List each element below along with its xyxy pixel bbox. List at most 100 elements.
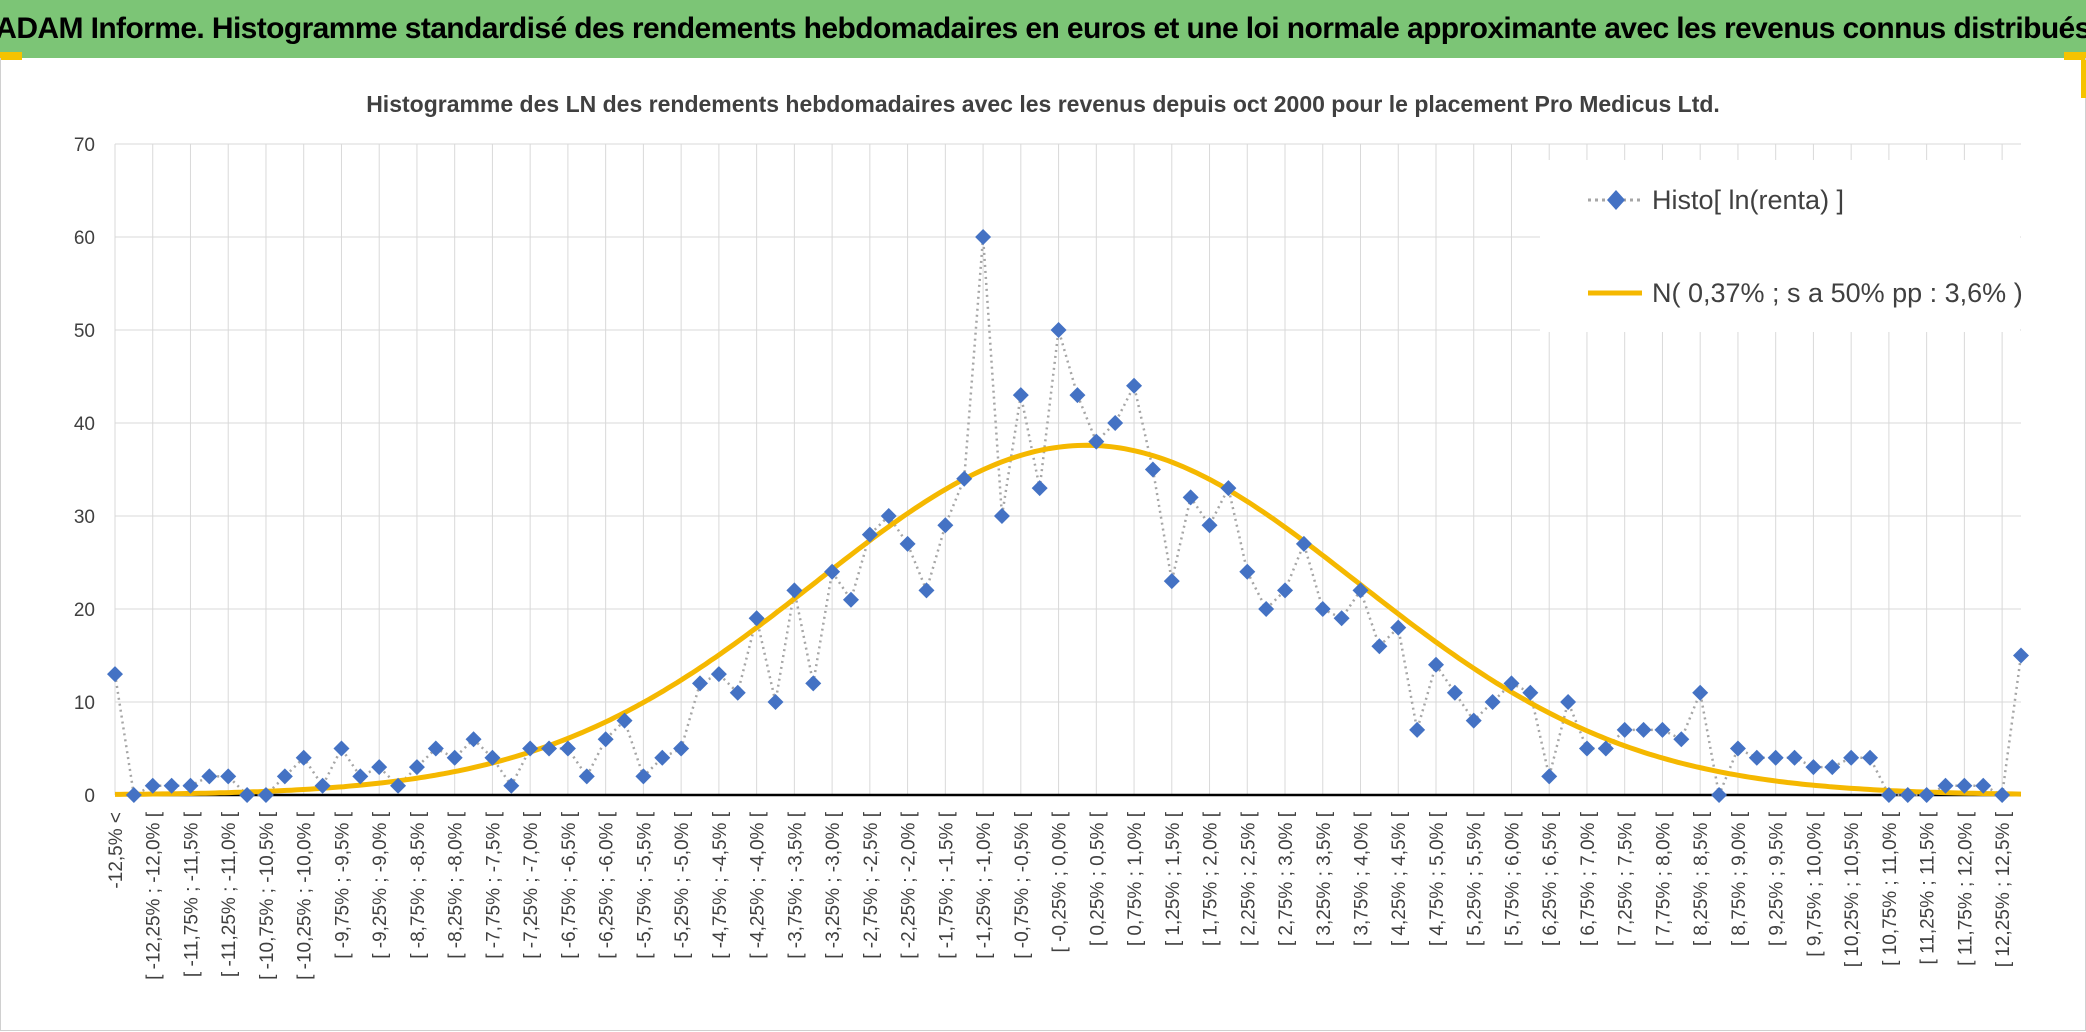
histo-point: [1654, 721, 1671, 738]
histo-point: [541, 740, 558, 757]
histo-point: [824, 563, 841, 580]
x-tick-label: [ 9,25% ; 9,5% [: [1767, 811, 1788, 946]
histo-point: [1711, 787, 1728, 803]
histo-point: [1201, 517, 1218, 534]
histo-point: [1220, 480, 1237, 497]
legend: Histo[ ln(renta) ] N( 0,37% ; s a 50% pp…: [1540, 160, 2023, 332]
histo-point: [786, 582, 803, 599]
histo-point: [1503, 675, 1520, 692]
histo-point: [314, 777, 331, 794]
histo-point: [1597, 740, 1614, 757]
banner-accent-left: [0, 52, 22, 60]
x-tick-label: [ 11,25% ; 11,5% [: [1918, 811, 1939, 964]
x-tick-label: [ -9,25% ; -9,0% [: [370, 811, 391, 959]
histo-point: [1031, 480, 1048, 497]
y-tick-label: 20: [74, 600, 95, 621]
histo-point: [710, 666, 727, 683]
histo-point: [1371, 638, 1388, 655]
x-tick-label: [ -11,75% ; -11,5% [: [181, 811, 202, 977]
x-tick-label: [ 2,75% ; 3,0% [: [1276, 811, 1297, 946]
histo-point: [1824, 759, 1841, 776]
x-tick-label: [ 4,25% ; 4,5% [: [1389, 811, 1410, 946]
x-tick-label: [ 6,75% ; 7,0% [: [1578, 811, 1599, 946]
histo-point: [993, 508, 1010, 524]
histo-point: [446, 749, 463, 766]
legend-histo-label: Histo[ ln(renta) ]: [1652, 185, 1844, 215]
x-tick-label: [ -6,75% ; -6,5% [: [559, 811, 580, 959]
histo-point: [276, 768, 293, 785]
x-tick-label: [ 12,25% ; 12,5% [: [1993, 811, 2014, 967]
histo-point: [861, 526, 878, 543]
x-tick-label: [ -0,75% ; -0,5% [: [1012, 811, 1033, 959]
x-axis-ticks: -12,5% < [ -12,25% ; -12,0% [ [ -11,75% ; …: [106, 811, 2014, 980]
x-tick-label: -12,5% <: [106, 812, 127, 889]
x-tick-label: [ 10,75% ; 11,0% [: [1880, 811, 1901, 966]
x-tick-label: [ 8,25% ; 8,5% [: [1691, 811, 1712, 946]
x-tick-label: [ -10,25% ; -10,0% [: [295, 811, 316, 980]
y-axis-ticks: 0 10 20 30 40 50 60 70: [74, 135, 95, 807]
histo-point: [201, 768, 218, 785]
histo-point: [1446, 684, 1463, 701]
histo-point: [692, 675, 709, 692]
histo-point: [465, 731, 482, 748]
histo-point: [1937, 777, 1954, 794]
normal-curve-series: [115, 442, 2022, 797]
y-tick-label: 50: [74, 321, 95, 342]
histo-point: [1144, 461, 1161, 478]
histo-point: [1427, 656, 1444, 673]
histo-point: [182, 777, 199, 794]
histo-point: [1069, 387, 1086, 404]
histo-point: [616, 712, 633, 729]
histo-point: [371, 759, 388, 776]
histo-point: [1409, 721, 1426, 738]
x-tick-label: [ -12,25% ; -12,0% [: [144, 811, 165, 980]
x-tick-label: [ -7,25% ; -7,0% [: [521, 811, 542, 959]
histo-point: [1107, 415, 1124, 431]
histo-point: [1862, 749, 1879, 766]
histo-point: [1465, 712, 1482, 729]
y-tick-label: 70: [74, 135, 95, 156]
plot-area: [107, 229, 2029, 803]
x-tick-label: [ 3,25% ; 3,5% [: [1314, 811, 1335, 946]
histo-point: [729, 684, 746, 701]
histo-point: [1295, 535, 1312, 552]
x-tick-label: [ -11,25% ; -11,0% [: [219, 811, 240, 977]
histo-point: [673, 740, 690, 757]
x-tick-label: [ -0,25% ; 0,0% [: [1050, 811, 1071, 952]
histo-point: [1994, 787, 2011, 803]
histo-point: [408, 759, 425, 776]
histo-point: [1012, 387, 1029, 404]
x-tick-label: [ -1,75% ; -1,5% [: [936, 811, 957, 959]
histo-point: [1126, 377, 1143, 394]
x-tick-label: [ 5,25% ; 5,5% [: [1465, 811, 1486, 946]
x-tick-label: [ -8,25% ; -8,0% [: [446, 811, 467, 959]
histo-point: [144, 777, 161, 794]
histo-point: [333, 740, 350, 757]
histo-point: [1258, 601, 1275, 617]
x-tick-label: [ -4,75% ; -4,5% [: [710, 811, 731, 959]
histo-point: [1635, 721, 1652, 738]
x-tick-label: [ -7,75% ; -7,5% [: [483, 811, 504, 959]
x-tick-label: [ -4,25% ; -4,0% [: [748, 811, 769, 959]
x-tick-label: [ 7,75% ; 8,0% [: [1653, 811, 1674, 946]
histo-point: [1767, 749, 1784, 766]
x-tick-label: [ 11,75% ; 12,0% [: [1955, 811, 1976, 966]
x-tick-label: [ 4,75% ; 5,0% [: [1427, 811, 1448, 946]
x-tick-label: [ -10,75% ; -10,5% [: [257, 811, 278, 980]
y-tick-label: 0: [84, 786, 95, 807]
histo-point: [390, 777, 407, 794]
histo-point: [1050, 322, 1067, 338]
histo-point: [1805, 759, 1822, 776]
legend-background: [1540, 160, 2020, 332]
x-tick-label: [ -9,75% ; -9,5% [: [332, 811, 353, 959]
y-tick-label: 60: [74, 228, 95, 249]
histo-point: [257, 787, 274, 803]
histo-point: [1692, 684, 1709, 701]
histo-point: [352, 768, 369, 785]
histo-point: [880, 508, 897, 524]
histo-point: [1333, 610, 1350, 627]
x-tick-label: [ 2,25% ; 2,5% [: [1238, 811, 1259, 946]
histo-point: [1239, 563, 1256, 580]
histo-point: [1616, 721, 1633, 738]
